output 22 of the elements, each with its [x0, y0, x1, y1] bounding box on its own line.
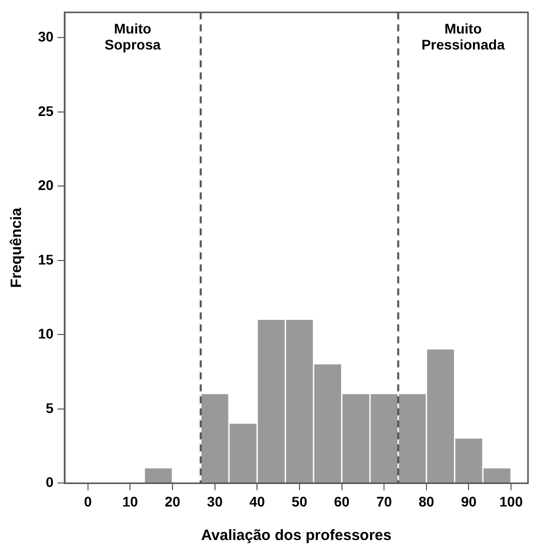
x-axis-title: Avaliação dos professores: [201, 527, 392, 544]
x-tick-label: 60: [334, 493, 350, 510]
y-tick-label: 0: [46, 474, 54, 490]
x-tick-label: 90: [460, 493, 477, 510]
y-tick-label: 30: [38, 28, 54, 45]
x-tick-label: 50: [292, 493, 308, 510]
x-tick-label: 70: [376, 493, 392, 510]
y-axis-title: Frequência: [8, 207, 26, 288]
y-tick-label: 5: [46, 400, 54, 416]
x-tick-label: 0: [84, 493, 92, 510]
ref-line-label: Muito Pressionada: [421, 20, 505, 52]
ref-line-label: Muito Soprosa: [104, 20, 161, 52]
y-tick-label: 10: [38, 326, 54, 342]
y-tick-label: 15: [38, 251, 54, 268]
x-tick-label: 40: [249, 493, 266, 510]
y-tick-label: 20: [38, 177, 54, 194]
x-tick-label: 80: [418, 493, 434, 510]
x-tick-label: 20: [164, 493, 180, 510]
x-tick-label: 100: [499, 493, 523, 510]
x-tick-label: 10: [122, 493, 138, 510]
y-tick-label: 25: [38, 102, 54, 119]
x-tick-label: 30: [207, 493, 223, 510]
